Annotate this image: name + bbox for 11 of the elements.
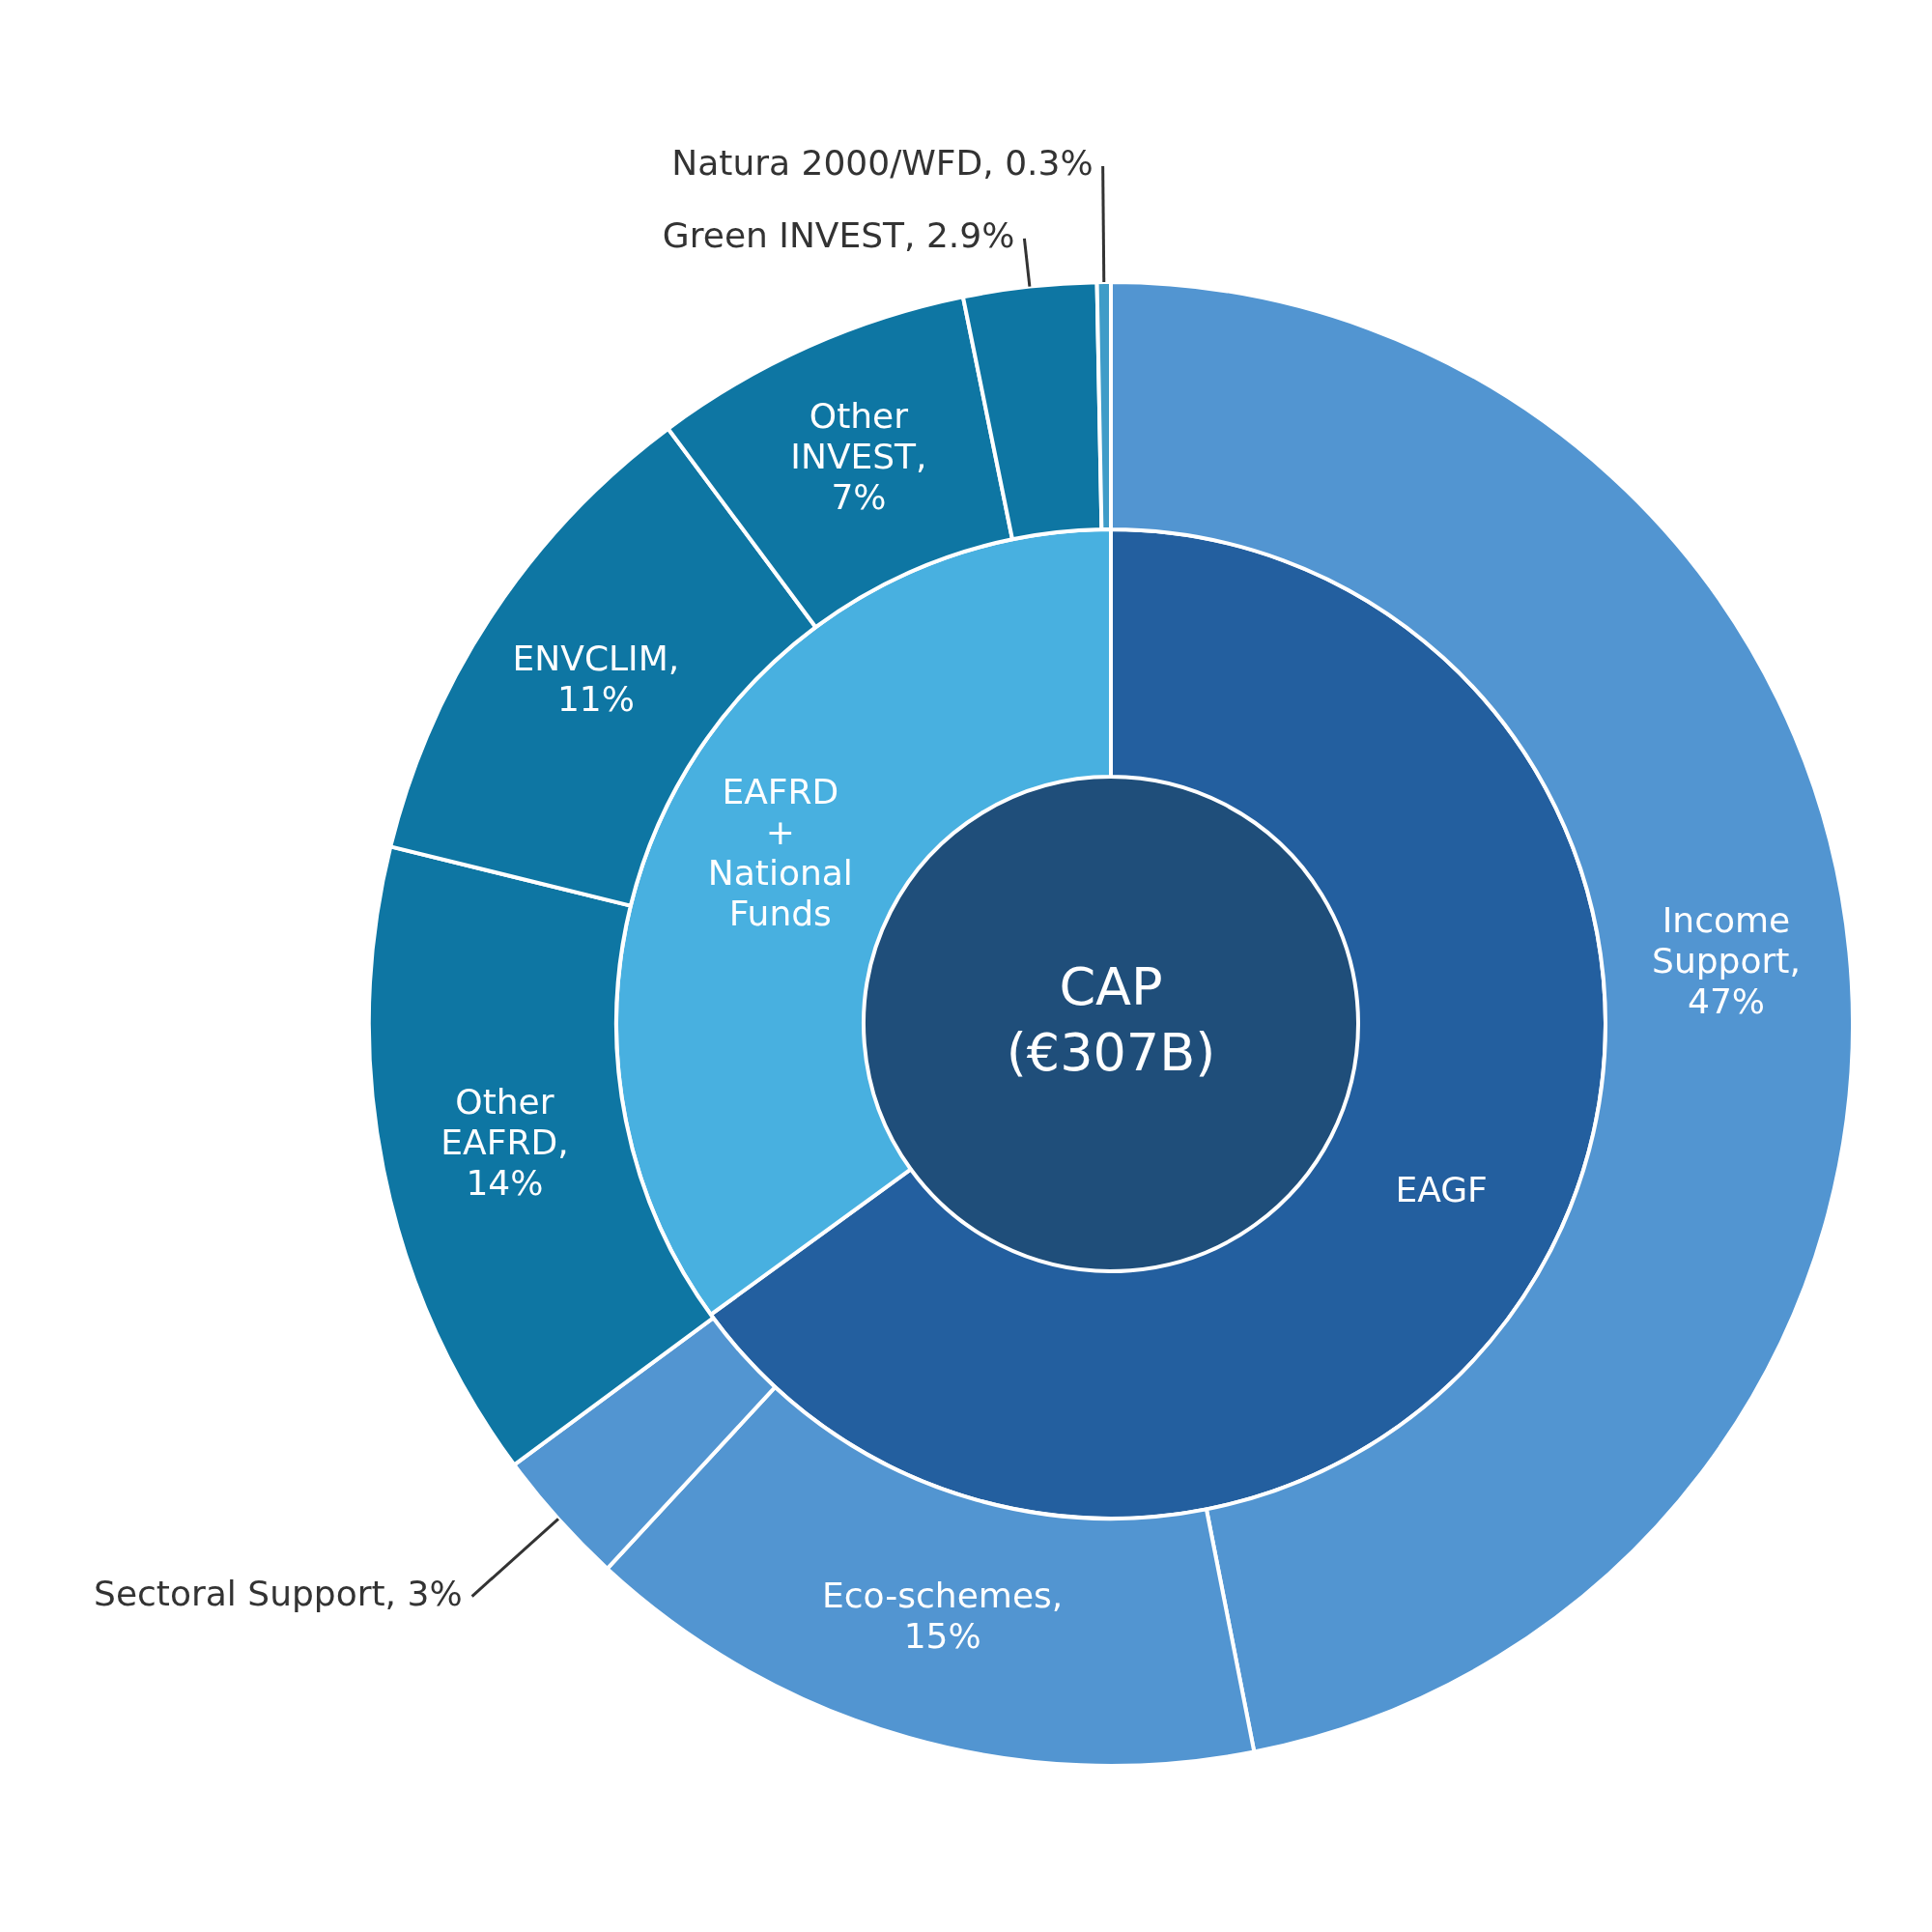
data-label: Sectoral Support, 3%	[94, 1573, 463, 1613]
data-label: ENVCLIM, 11%	[512, 639, 680, 720]
data-label: Eco-schemes, 15%	[822, 1576, 1064, 1657]
slice-label: CAP (€307B)	[1006, 956, 1216, 1084]
data-label: EAGF	[1395, 1169, 1488, 1209]
data-label: Green INVEST, 2.9%	[662, 215, 1015, 256]
data-label: Income Support, 47%	[1652, 900, 1801, 1022]
data-label: Other INVEST, 7%	[790, 396, 927, 518]
data-label: Natura 2000/WFD, 0.3%	[671, 143, 1094, 184]
data-label: Other EAFRD, 14%	[440, 1081, 569, 1203]
data-label: EAFRD + National Funds	[707, 772, 853, 934]
